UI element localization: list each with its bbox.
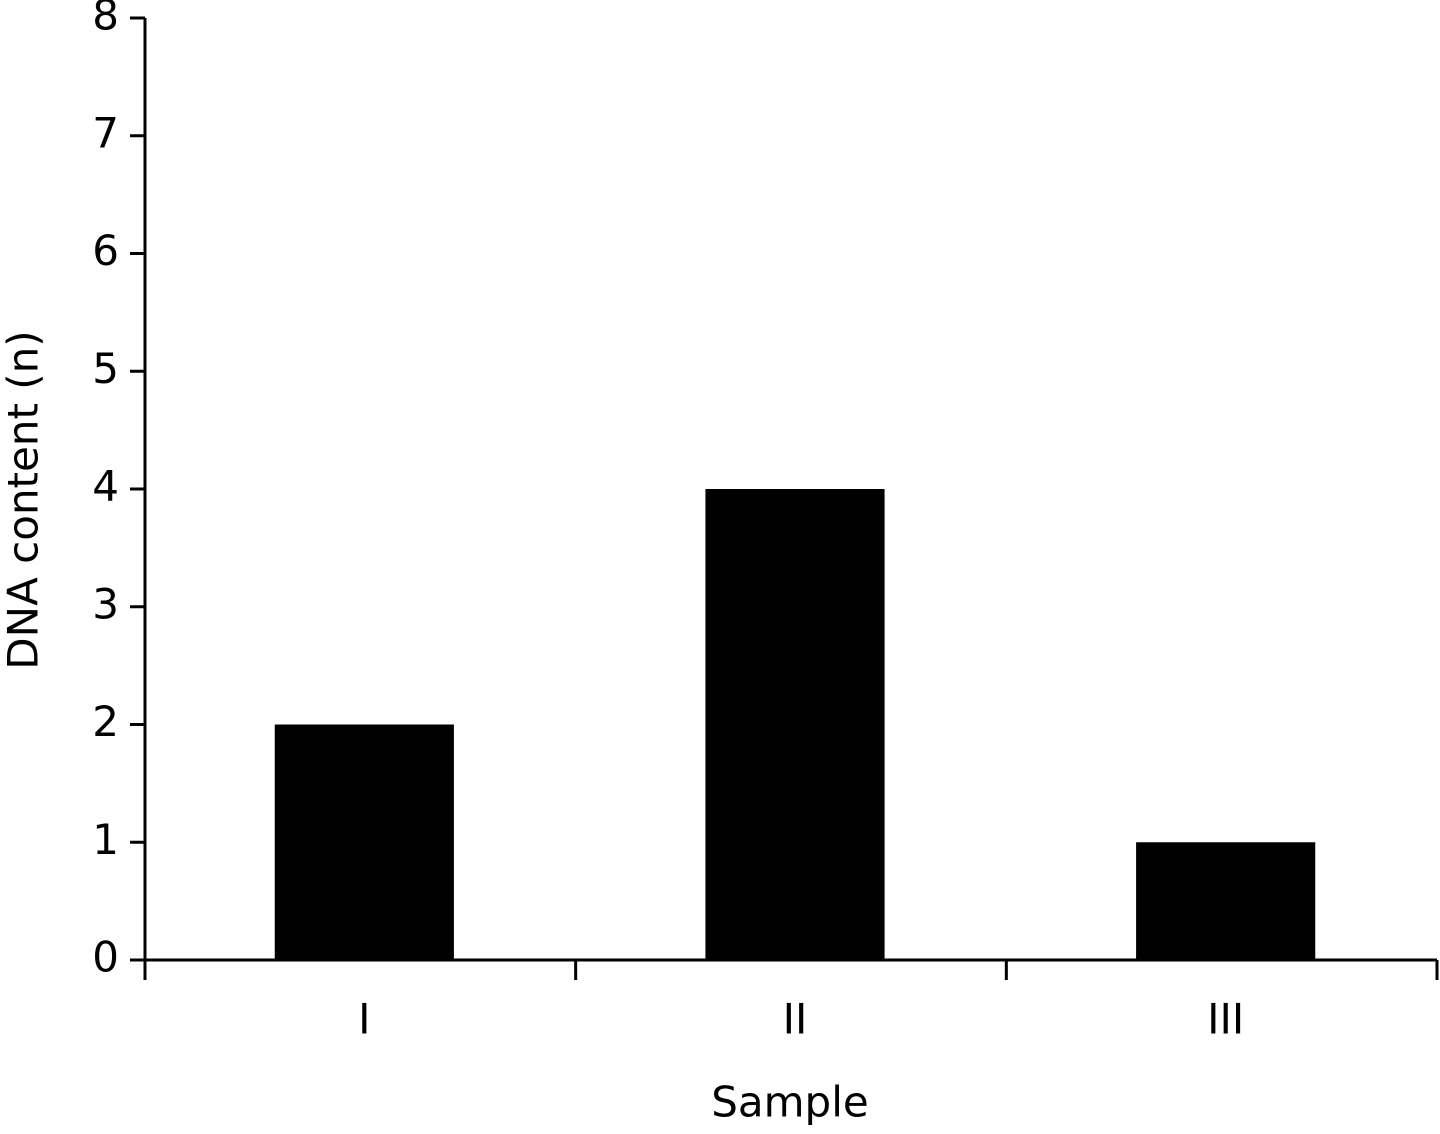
y-tick-label: 3 [92,579,119,628]
y-tick-label: 0 [92,933,119,982]
x-axis-label: Sample [711,1078,868,1127]
bar [705,489,885,960]
y-tick-label: 5 [92,344,119,393]
x-tick-label: III [1207,995,1244,1044]
y-tick-label: 2 [92,697,119,746]
y-tick-label: 6 [92,226,119,275]
y-tick-label: 4 [92,462,119,511]
y-tick-label: 7 [92,108,119,157]
y-axis-label: DNA content (n) [0,330,48,669]
x-tick-label: II [783,995,808,1044]
y-tick-label: 8 [92,0,119,40]
bar [274,724,454,960]
x-tick-label: I [358,995,370,1044]
y-tick-label: 1 [92,815,119,864]
bar [1136,842,1316,960]
